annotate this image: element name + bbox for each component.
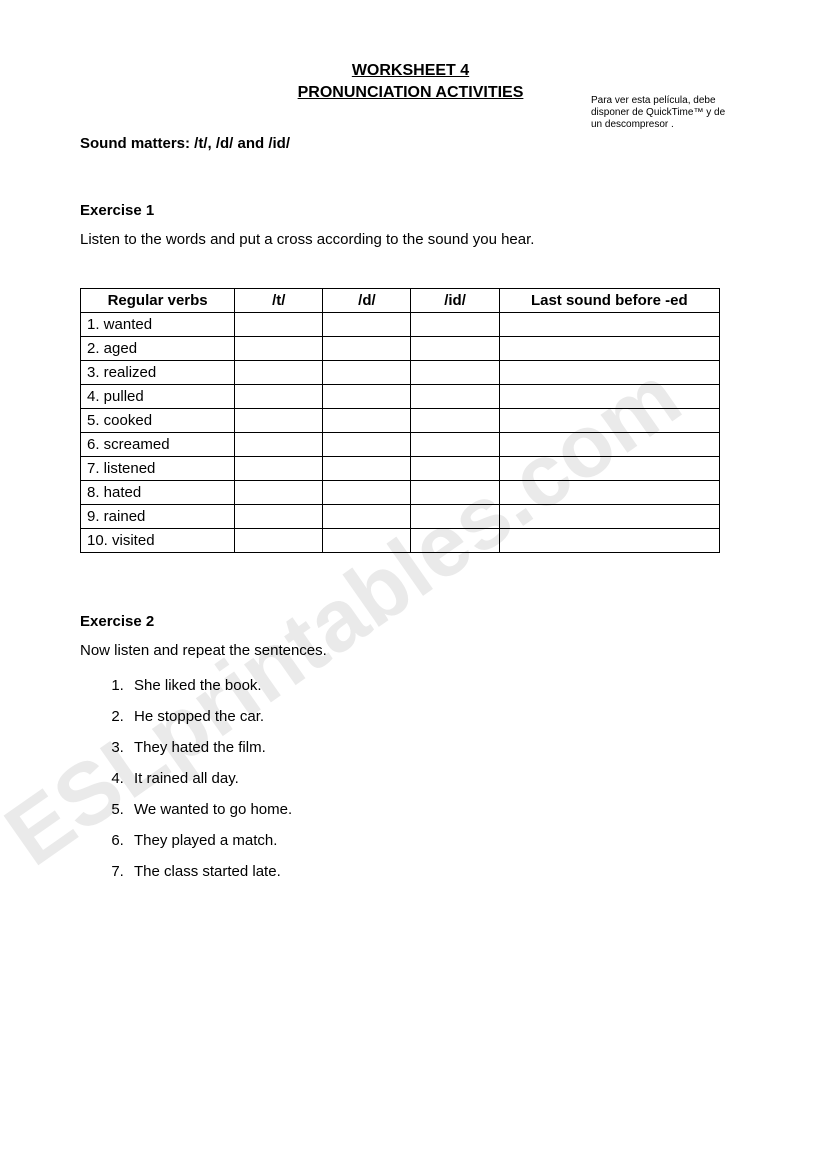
side-note-line2: disponer de QuickTime™ y de [591,107,761,119]
answer-cell[interactable] [235,456,323,480]
answer-cell[interactable] [499,456,719,480]
answer-cell[interactable] [235,312,323,336]
answer-cell[interactable] [411,456,499,480]
answer-cell[interactable] [499,408,719,432]
exercise2-instruction: Now listen and repeat the sentences. [80,642,741,659]
th-last-sound: Last sound before -ed [499,288,719,312]
exercise1-instruction: Listen to the words and put a cross acco… [80,231,741,248]
verb-cell: 10. visited [81,528,235,552]
table-row: 3. realized [81,360,720,384]
quicktime-note: Para ver esta película, debe disponer de… [591,95,761,131]
verb-cell: 8. hated [81,480,235,504]
answer-cell[interactable] [235,408,323,432]
answer-cell[interactable] [323,336,411,360]
verb-cell: 4. pulled [81,384,235,408]
subtitle: Sound matters: /t/, /d/ and /id/ [80,135,741,152]
answer-cell[interactable] [411,504,499,528]
answer-cell[interactable] [323,312,411,336]
verbs-tbody: 1. wanted2. aged3. realized4. pulled5. c… [81,312,720,552]
th-d: /d/ [323,288,411,312]
exercise1-heading: Exercise 1 [80,202,741,219]
side-note-line1: Para ver esta película, debe [591,95,761,107]
sentence-item: He stopped the car. [128,708,741,725]
th-id: /id/ [411,288,499,312]
answer-cell[interactable] [499,312,719,336]
answer-cell[interactable] [411,384,499,408]
answer-cell[interactable] [235,336,323,360]
verbs-table: Regular verbs /t/ /d/ /id/ Last sound be… [80,288,720,553]
answer-cell[interactable] [323,456,411,480]
answer-cell[interactable] [323,384,411,408]
answer-cell[interactable] [499,480,719,504]
answer-cell[interactable] [323,528,411,552]
answer-cell[interactable] [235,384,323,408]
answer-cell[interactable] [499,432,719,456]
answer-cell[interactable] [411,480,499,504]
page-content: WORKSHEET 4 PRONUNCIATION ACTIVITIES Par… [0,0,821,935]
answer-cell[interactable] [411,336,499,360]
answer-cell[interactable] [411,312,499,336]
answer-cell[interactable] [411,528,499,552]
answer-cell[interactable] [499,360,719,384]
verb-cell: 9. rained [81,504,235,528]
table-row: 1. wanted [81,312,720,336]
side-note-line3: un descompresor . [591,119,761,131]
answer-cell[interactable] [411,360,499,384]
table-row: 9. rained [81,504,720,528]
sentence-item: They hated the film. [128,739,741,756]
table-row: 8. hated [81,480,720,504]
answer-cell[interactable] [235,480,323,504]
answer-cell[interactable] [499,528,719,552]
answer-cell[interactable] [411,408,499,432]
answer-cell[interactable] [323,504,411,528]
table-row: 5. cooked [81,408,720,432]
answer-cell[interactable] [499,384,719,408]
sentence-item: It rained all day. [128,770,741,787]
answer-cell[interactable] [411,432,499,456]
answer-cell[interactable] [235,432,323,456]
table-row: 6. screamed [81,432,720,456]
sentence-item: The class started late. [128,863,741,880]
answer-cell[interactable] [499,504,719,528]
table-header-row: Regular verbs /t/ /d/ /id/ Last sound be… [81,288,720,312]
verb-cell: 6. screamed [81,432,235,456]
answer-cell[interactable] [323,480,411,504]
table-row: 7. listened [81,456,720,480]
answer-cell[interactable] [323,432,411,456]
answer-cell[interactable] [235,504,323,528]
verb-cell: 3. realized [81,360,235,384]
verb-cell: 5. cooked [81,408,235,432]
sentence-item: She liked the book. [128,677,741,694]
sentence-list: She liked the book. He stopped the car. Th… [80,677,741,880]
exercise2-heading: Exercise 2 [80,613,741,630]
table-row: 2. aged [81,336,720,360]
sentence-item: We wanted to go home. [128,801,741,818]
verb-cell: 2. aged [81,336,235,360]
answer-cell[interactable] [323,408,411,432]
verb-cell: 1. wanted [81,312,235,336]
th-t: /t/ [235,288,323,312]
verb-cell: 7. listened [81,456,235,480]
table-row: 10. visited [81,528,720,552]
answer-cell[interactable] [235,528,323,552]
answer-cell[interactable] [235,360,323,384]
title-line1: WORKSHEET 4 [80,60,741,82]
sentence-item: They played a match. [128,832,741,849]
answer-cell[interactable] [323,360,411,384]
th-regular-verbs: Regular verbs [81,288,235,312]
table-row: 4. pulled [81,384,720,408]
answer-cell[interactable] [499,336,719,360]
